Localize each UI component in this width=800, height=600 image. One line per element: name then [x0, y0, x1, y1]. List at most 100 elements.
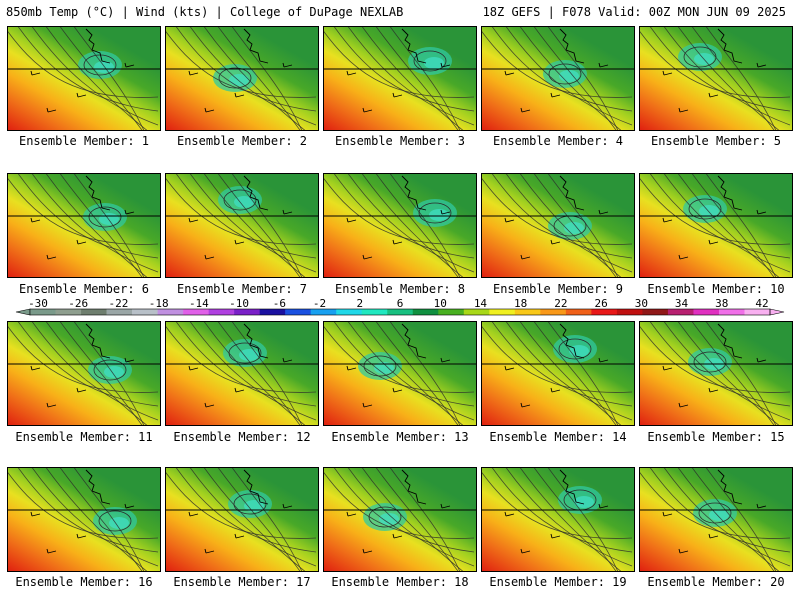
colorbar-tick-label: 34	[675, 297, 689, 310]
height-contour	[347, 322, 475, 421]
wind-barb	[234, 533, 245, 539]
wind-barb	[46, 254, 57, 260]
height-contour	[649, 468, 791, 553]
low-contour-ring	[93, 359, 127, 381]
ensemble-map-panel	[323, 26, 477, 131]
height-contour	[189, 322, 317, 421]
height-contour	[491, 468, 633, 553]
cold-core-center	[234, 196, 254, 208]
wind-barb	[392, 533, 403, 539]
height-contour	[17, 174, 159, 259]
colorbar-swatch	[81, 309, 107, 315]
low-contour-ring	[418, 202, 452, 224]
wind-barb	[678, 107, 689, 113]
height-contour	[31, 322, 159, 421]
height-contour	[333, 27, 475, 112]
wind-barb	[598, 62, 609, 68]
colorbar-swatch	[540, 309, 567, 315]
colorbar-swatch	[412, 309, 439, 315]
wind-barb	[504, 217, 515, 223]
wind-barb	[76, 387, 87, 393]
height-contour	[663, 27, 791, 126]
cold-core-center	[229, 74, 249, 86]
height-contour	[59, 468, 143, 571]
ensemble-map-panel	[7, 26, 161, 131]
height-contour	[649, 322, 791, 407]
height-contour	[324, 31, 475, 98]
wind-barb	[188, 217, 199, 223]
height-contour	[59, 27, 143, 130]
colorbar-swatch	[693, 309, 720, 315]
height-contour	[189, 27, 317, 126]
height-contour	[166, 472, 317, 539]
wind-barb	[76, 533, 87, 539]
height-contour	[547, 174, 619, 277]
wind-barb	[708, 239, 719, 245]
colorbar-swatch	[642, 309, 669, 315]
ensemble-member-label: Ensemble Member: 5	[650, 134, 782, 148]
colorbar-tick-label: 42	[755, 297, 768, 310]
height-contour	[217, 322, 301, 425]
cold-core-center	[379, 513, 399, 525]
colorbar-tick-label: 10	[434, 297, 447, 310]
colorbar-swatch	[718, 309, 745, 315]
colorbar-swatch	[30, 309, 56, 315]
height-contour	[389, 468, 461, 571]
height-contour	[17, 468, 159, 553]
height-contour	[482, 472, 633, 539]
height-contour	[324, 326, 475, 393]
colorbar-tick-label: -14	[189, 297, 209, 310]
low-contour-ring	[363, 355, 397, 377]
low-contour-ring	[698, 502, 732, 524]
low-contour-ring	[83, 54, 117, 76]
low-contour-ring	[223, 189, 257, 211]
wind-barb	[520, 548, 531, 554]
ensemble-member-label: Ensemble Member: 10	[647, 282, 785, 296]
height-contour	[324, 178, 475, 245]
colorbar-tick-label: -10	[229, 297, 249, 310]
cold-core-center	[104, 366, 124, 378]
ensemble-member-label: Ensemble Member: 11	[15, 430, 153, 444]
header-right-valid-time: 18Z GEFS | F078 Valid: 00Z MON JUN 09 20…	[482, 5, 786, 19]
colorbar-tick-label: 22	[554, 297, 567, 310]
ensemble-map-panel	[481, 321, 635, 426]
wind-barb	[46, 107, 57, 113]
wind-barb	[188, 511, 199, 517]
height-contour	[217, 27, 301, 130]
height-contour	[482, 326, 633, 393]
wind-barb	[756, 357, 767, 363]
ensemble-member-label: Ensemble Member: 7	[176, 282, 308, 296]
cold-core-center	[109, 517, 129, 529]
coastline	[85, 323, 111, 359]
wind-barb	[124, 209, 135, 215]
wind-barb	[346, 217, 357, 223]
height-contour	[8, 31, 159, 98]
cold-core-center	[709, 509, 729, 521]
height-contour	[491, 27, 633, 112]
height-contour	[389, 322, 461, 425]
height-contour	[217, 174, 301, 277]
colorbar-tick-label: 26	[594, 297, 607, 310]
wind-barb	[392, 92, 403, 98]
wind-barb	[550, 387, 561, 393]
height-contour	[73, 468, 145, 571]
wind-barb	[708, 387, 719, 393]
colorbar-swatch	[361, 309, 388, 315]
height-contour	[175, 322, 317, 407]
wind-barb	[756, 62, 767, 68]
wind-barb	[520, 402, 531, 408]
cold-core-center	[374, 362, 394, 374]
height-contour	[491, 174, 633, 259]
height-contour	[189, 174, 317, 273]
low-contour-ring	[683, 46, 717, 68]
coastline	[559, 28, 585, 64]
colorbar-swatch	[565, 309, 592, 315]
ensemble-member-label: Ensemble Member: 19	[489, 575, 627, 589]
height-contour	[533, 27, 617, 130]
wind-barb	[520, 254, 531, 260]
coastline	[243, 175, 269, 211]
wind-barb	[204, 107, 215, 113]
colorbar-tick-label: 6	[397, 297, 404, 310]
height-contour	[175, 468, 317, 553]
ensemble-member-label: Ensemble Member: 12	[173, 430, 311, 444]
